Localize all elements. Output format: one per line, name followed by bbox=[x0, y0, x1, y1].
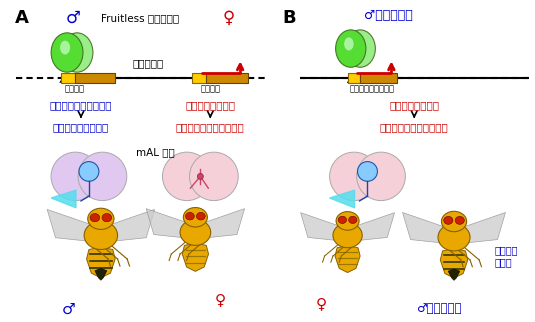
Polygon shape bbox=[146, 209, 190, 238]
Ellipse shape bbox=[444, 216, 453, 224]
Ellipse shape bbox=[455, 216, 464, 224]
Ellipse shape bbox=[84, 221, 118, 250]
Ellipse shape bbox=[79, 162, 99, 181]
Text: ロボ遅伝子が働かない: ロボ遅伝子が働かない bbox=[50, 100, 112, 110]
Text: ♀: ♀ bbox=[215, 292, 226, 308]
Text: ♀: ♀ bbox=[316, 296, 327, 311]
Polygon shape bbox=[301, 213, 342, 241]
Ellipse shape bbox=[345, 30, 376, 67]
Ellipse shape bbox=[51, 33, 83, 72]
Ellipse shape bbox=[163, 152, 211, 201]
Polygon shape bbox=[460, 213, 506, 243]
Bar bbox=[193, 73, 207, 83]
Ellipse shape bbox=[180, 219, 211, 245]
Ellipse shape bbox=[330, 152, 378, 201]
Text: 回文構造: 回文構造 bbox=[65, 84, 85, 93]
Text: 回文構造を持たない: 回文構造を持たない bbox=[350, 84, 395, 93]
Polygon shape bbox=[51, 190, 76, 208]
Ellipse shape bbox=[90, 213, 100, 222]
Text: ロボ遅伝子: ロボ遅伝子 bbox=[133, 58, 164, 68]
Text: 求愛動作
の異常: 求愛動作 の異常 bbox=[495, 245, 518, 267]
Bar bbox=[75, 73, 115, 83]
Bar bbox=[360, 73, 398, 83]
Text: A: A bbox=[16, 9, 29, 27]
Bar bbox=[207, 73, 248, 83]
Ellipse shape bbox=[441, 211, 467, 232]
Ellipse shape bbox=[61, 33, 93, 72]
Polygon shape bbox=[87, 247, 115, 278]
Text: mAL 細胞: mAL 細胞 bbox=[136, 147, 175, 157]
Text: ロボ遅伝子が働く: ロボ遅伝子が働く bbox=[389, 100, 439, 110]
Bar bbox=[61, 73, 75, 83]
Ellipse shape bbox=[338, 216, 347, 223]
Ellipse shape bbox=[333, 223, 362, 248]
Ellipse shape bbox=[78, 152, 127, 201]
Ellipse shape bbox=[335, 30, 366, 67]
Polygon shape bbox=[440, 249, 468, 278]
Ellipse shape bbox=[197, 174, 203, 179]
Ellipse shape bbox=[102, 213, 112, 222]
Polygon shape bbox=[353, 213, 395, 241]
Text: 回文構造: 回文構造 bbox=[200, 84, 220, 93]
Ellipse shape bbox=[186, 213, 194, 220]
Text: ♀: ♀ bbox=[222, 9, 234, 27]
Polygon shape bbox=[335, 246, 360, 272]
Ellipse shape bbox=[336, 212, 359, 230]
Text: 雄特異的突起が出来ない: 雄特異的突起が出来ない bbox=[380, 122, 449, 132]
Ellipse shape bbox=[357, 152, 406, 201]
Polygon shape bbox=[107, 209, 155, 241]
Polygon shape bbox=[330, 190, 355, 208]
Polygon shape bbox=[201, 209, 244, 238]
Polygon shape bbox=[95, 268, 107, 280]
Polygon shape bbox=[402, 213, 448, 243]
Ellipse shape bbox=[349, 216, 357, 223]
Text: 雄特異的突起を作る: 雄特異的突起を作る bbox=[53, 122, 109, 132]
Text: ♂: ♂ bbox=[62, 302, 76, 317]
Polygon shape bbox=[448, 269, 460, 280]
Ellipse shape bbox=[60, 41, 70, 54]
Ellipse shape bbox=[344, 37, 354, 51]
Ellipse shape bbox=[51, 152, 100, 201]
Text: Fruitless タンパク質: Fruitless タンパク質 bbox=[101, 13, 179, 23]
Text: ♂ロボ変異体: ♂ロボ変異体 bbox=[416, 302, 462, 315]
Text: B: B bbox=[282, 9, 295, 27]
Polygon shape bbox=[182, 243, 209, 271]
Text: ロボ遅伝子が働く: ロボ遅伝子が働く bbox=[185, 100, 235, 110]
Text: 雄特異的突起が出来ない: 雄特異的突起が出来ない bbox=[176, 122, 244, 132]
Ellipse shape bbox=[357, 162, 377, 181]
Ellipse shape bbox=[189, 152, 238, 201]
Ellipse shape bbox=[438, 224, 470, 251]
Ellipse shape bbox=[196, 213, 205, 220]
Text: ♂ロボ変異体: ♂ロボ変異体 bbox=[364, 9, 413, 22]
Text: ♂: ♂ bbox=[66, 9, 80, 27]
Ellipse shape bbox=[88, 208, 114, 230]
Ellipse shape bbox=[184, 208, 208, 227]
Bar bbox=[348, 73, 360, 83]
Polygon shape bbox=[47, 209, 95, 241]
